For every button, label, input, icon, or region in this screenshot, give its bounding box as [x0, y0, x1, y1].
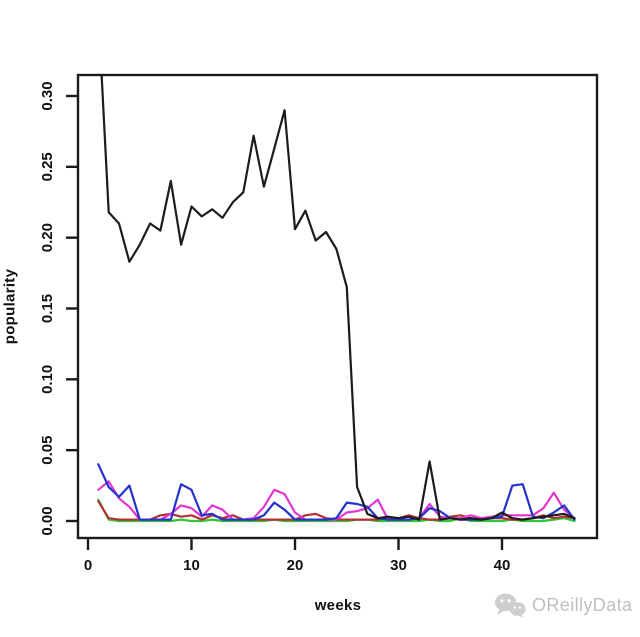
- series-green: [97, 498, 576, 523]
- x-tick-label: 20: [287, 557, 304, 574]
- y-tick-label: 0.10: [39, 365, 56, 394]
- y-axis-title: popularity: [1, 268, 19, 345]
- watermark-text: OReillyData: [532, 595, 633, 615]
- y-tick-label: 0.05: [39, 436, 56, 465]
- y-tick-label: 0.00: [39, 506, 56, 535]
- x-tick-label: 0: [84, 557, 92, 574]
- x-axis-title: weeks: [314, 597, 362, 614]
- wechat-icon: [494, 592, 526, 619]
- series-black: [100, 75, 576, 521]
- x-tick-label: 30: [390, 557, 407, 574]
- y-tick-label: 0.25: [39, 152, 56, 181]
- plot-frame: [76, 73, 599, 540]
- watermark: OReillyData: [494, 592, 632, 619]
- x-tick-label: 40: [494, 557, 511, 574]
- series-blue: [97, 463, 576, 521]
- x-tick-label: 10: [183, 557, 200, 574]
- y-tick-label: 0.20: [39, 223, 56, 252]
- y-tick-label: 0.30: [39, 81, 56, 110]
- y-tick-label: 0.15: [39, 294, 56, 323]
